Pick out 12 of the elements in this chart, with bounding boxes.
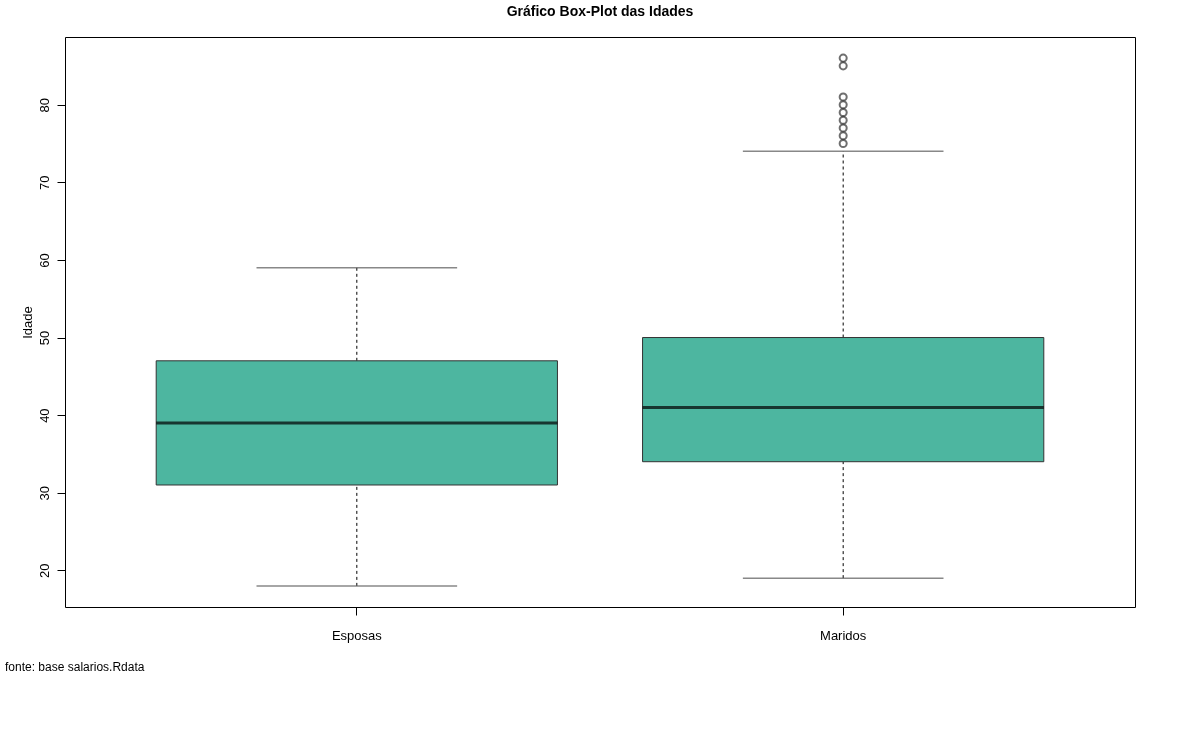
x-tick-label: Esposas — [331, 627, 383, 643]
y-tick-label: 40 — [36, 408, 52, 423]
y-tick-label: 80 — [36, 97, 52, 113]
y-axis-title: Idade — [19, 306, 35, 339]
y-tick-label: 50 — [36, 330, 52, 346]
y-tick-label: 20 — [36, 563, 52, 579]
source-note: fonte: base salarios.Rdata — [5, 660, 145, 674]
y-tick-label: 30 — [36, 486, 52, 501]
x-tick-label: Maridos — [820, 627, 867, 643]
y-tick-label: 70 — [36, 175, 52, 191]
y-tick-label: 60 — [36, 253, 52, 268]
chart-title: Gráfico Box-Plot das Idades — [506, 3, 694, 19]
